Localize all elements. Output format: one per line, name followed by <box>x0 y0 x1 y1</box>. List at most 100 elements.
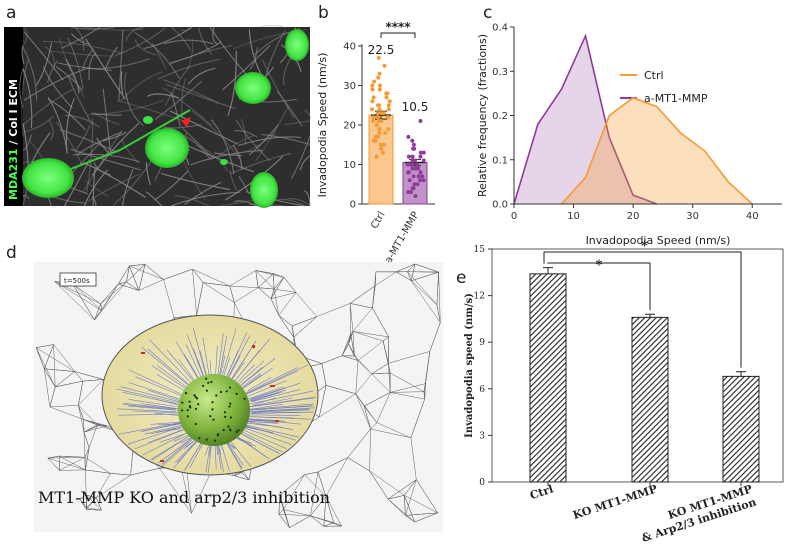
fiber <box>235 119 271 162</box>
mesh-edge <box>304 474 327 497</box>
mesh-edge <box>79 498 87 508</box>
nucleus <box>178 374 250 446</box>
mesh-edge <box>118 281 127 285</box>
mesh-edge <box>279 474 305 496</box>
fiber <box>145 191 163 207</box>
fiber <box>249 46 258 71</box>
mesh-edge <box>44 368 51 408</box>
mesh-edge <box>94 303 101 321</box>
c-legend-label-amt1: a-MT1-MMP <box>644 92 708 105</box>
fiber <box>22 194 30 200</box>
mesh-edge <box>410 399 425 438</box>
actin-filament <box>237 427 287 450</box>
b-data-point <box>420 174 425 179</box>
mesh-edge <box>94 310 103 321</box>
c-y-tick-label: 0.1 <box>492 155 508 166</box>
c-x-tick-label: 40 <box>746 211 759 222</box>
mesh-edge <box>352 307 373 332</box>
mesh-edge <box>53 344 75 372</box>
mesh-edge <box>36 344 54 348</box>
mesh-edge <box>273 273 275 290</box>
panel-e-letter: e <box>456 268 466 288</box>
mesh-edge <box>423 351 431 392</box>
actin-filament <box>147 348 191 387</box>
mesh-edge <box>72 283 101 305</box>
mesh-edge <box>364 392 391 407</box>
mesh-edge <box>229 285 235 303</box>
nucleus-dot <box>211 401 214 404</box>
mesh-edge <box>375 271 397 286</box>
fiber <box>184 181 222 205</box>
b-data-point <box>410 162 415 167</box>
fiber <box>261 59 295 119</box>
mesh-edge <box>110 473 131 476</box>
fiber <box>59 129 118 153</box>
fiber <box>209 26 249 78</box>
actin-filament <box>142 432 188 456</box>
fiber <box>47 60 58 83</box>
mesh-edge <box>78 405 98 426</box>
mesh-edge <box>347 428 371 458</box>
b-y-tick-label: 20 <box>343 121 356 132</box>
b-significance-stars: **** <box>385 20 411 34</box>
actin-filament <box>218 335 228 379</box>
mesh-edge <box>388 351 430 364</box>
mesh-edge <box>96 497 102 511</box>
mesh-edge <box>436 304 441 323</box>
mesh-edge <box>390 391 425 393</box>
fiber <box>304 109 312 120</box>
mesh-edge <box>278 495 281 515</box>
mesh-edge <box>349 303 354 332</box>
cell-green <box>235 72 271 104</box>
actin-filament <box>250 391 283 402</box>
fiber <box>82 48 94 70</box>
mesh-edge <box>273 277 284 290</box>
b-data-point <box>379 119 384 124</box>
mesh-edge <box>255 270 284 278</box>
mesh-edge <box>118 283 139 291</box>
mesh-edge <box>388 363 391 393</box>
mesh-edge <box>382 340 389 364</box>
nucleus-dot <box>194 395 197 399</box>
c-x-tick-label: 10 <box>567 211 580 222</box>
actin-filament <box>117 408 177 413</box>
actin-filament <box>128 399 183 408</box>
nucleus-dot <box>213 439 217 442</box>
mesh-edge <box>86 507 102 511</box>
fiber <box>67 37 84 89</box>
mesh-edge <box>293 316 317 338</box>
mesh-edge <box>407 271 412 281</box>
actin-filament <box>175 341 202 384</box>
side-label-white: Col I ECM <box>7 79 20 137</box>
b-data-point <box>377 87 382 92</box>
c-y-axis-label: Relative frequency (fractions) <box>476 34 489 197</box>
b-data-point <box>379 111 384 116</box>
mesh-edge <box>283 474 305 510</box>
mesh-edge <box>364 406 377 423</box>
mesh-edge <box>47 457 86 471</box>
mesh-edge <box>318 385 327 418</box>
actin-filament <box>251 411 314 414</box>
mesh-edge <box>370 422 377 430</box>
fiber <box>102 131 127 142</box>
mesh-edge <box>83 419 101 426</box>
mesh-edge <box>196 282 204 316</box>
fiber <box>174 195 210 207</box>
mesh-edge <box>414 512 438 523</box>
panel-d-simulation: t=500s MT1-MMP KO and arp2/3 inhibition <box>34 262 443 532</box>
c-x-tick-label: 0 <box>511 211 517 222</box>
mesh-edge <box>389 372 425 392</box>
actin-filament <box>141 347 189 386</box>
actin-filament <box>186 334 204 378</box>
fiber <box>118 30 124 103</box>
mesh-edge <box>278 514 290 528</box>
fiber <box>170 41 222 64</box>
mesh-edge <box>202 282 235 303</box>
actin-filament <box>247 397 314 408</box>
actin-filament <box>147 404 184 410</box>
mesh-edge <box>405 479 417 516</box>
c-legend: Ctrl a-MT1-MMP <box>620 69 708 105</box>
mesh-edge <box>100 303 103 311</box>
chart-c: Relative frequency (fractions) Invadopod… <box>476 23 782 247</box>
fiber <box>19 68 24 108</box>
